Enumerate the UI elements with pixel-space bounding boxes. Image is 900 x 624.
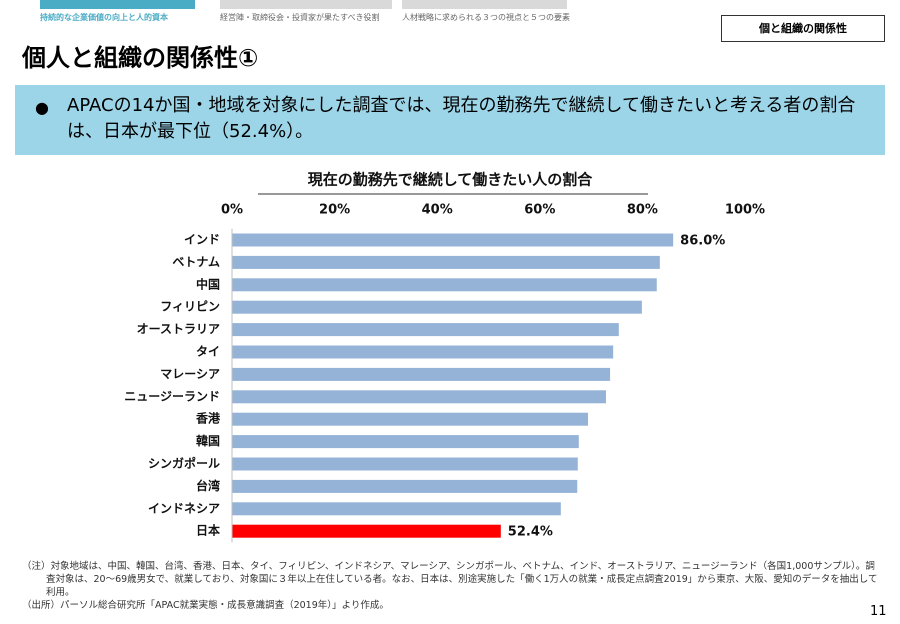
y-tick-label: インドネシア bbox=[148, 501, 220, 515]
x-tick-label: 60% bbox=[524, 203, 555, 218]
bar bbox=[232, 457, 578, 471]
y-tick-label: 香港 bbox=[195, 411, 221, 426]
bar bbox=[232, 524, 501, 538]
summary-box: ● APACの14か国・地域を対象にした調査では、現在の勤務先で継続して働きたいと… bbox=[15, 85, 885, 155]
x-tick-label: 20% bbox=[319, 203, 350, 218]
summary-text: APACの14か国・地域を対象にした調査では、現在の勤務先で継続して働きたいと考… bbox=[67, 95, 856, 142]
bar bbox=[232, 502, 561, 516]
y-tick-label: フィリピン bbox=[160, 300, 220, 314]
y-tick-label: 日本 bbox=[196, 523, 220, 538]
chart-title: 現在の勤務先で継続して働きたい人の割合 bbox=[308, 171, 594, 189]
y-tick-label: 台湾 bbox=[196, 478, 220, 493]
nav-tab[interactable]: 経営陣・取締役会・投資家が果たすべき役割 bbox=[220, 0, 392, 22]
y-tick-label: マレーシア bbox=[160, 367, 220, 381]
bar bbox=[232, 300, 642, 314]
y-tick-label: タイ bbox=[196, 345, 220, 359]
y-tick-label: 韓国 bbox=[196, 433, 220, 448]
bar bbox=[232, 435, 579, 449]
y-tick-label: インド bbox=[184, 233, 220, 247]
bar bbox=[232, 345, 614, 359]
nav-tab-label: 人材戦略に求められる３つの視点と５つの要素 bbox=[402, 13, 570, 22]
nav-tab[interactable]: 人材戦略に求められる３つの視点と５つの要素 bbox=[402, 0, 570, 22]
notes: （注）対象地域は、中国、韓国、台湾、香港、日本、タイ、フィリピン、インドネシア、… bbox=[22, 560, 878, 612]
bar bbox=[232, 367, 611, 381]
y-tick-label: オーストラリア bbox=[137, 322, 220, 336]
nav-tab-label: 持続的な企業価値の向上と人的資本 bbox=[40, 13, 168, 22]
bar bbox=[232, 390, 606, 404]
data-label: 52.4% bbox=[508, 525, 553, 540]
note: （注）対象地域は、中国、韓国、台湾、香港、日本、タイ、フィリピン、インドネシア、… bbox=[22, 561, 878, 598]
bar bbox=[232, 233, 674, 247]
y-tick-label: ベトナム bbox=[172, 255, 220, 269]
chart: 現在の勤務先で継続して働きたい人の割合 0% 20% 40% 60% 80% 100% イン… bbox=[124, 171, 765, 543]
y-tick-label: 中国 bbox=[196, 276, 220, 291]
bar bbox=[232, 255, 660, 269]
y-tick-label: ニュージーランド bbox=[124, 389, 220, 403]
bullet: ● bbox=[35, 98, 49, 117]
x-tick-label: 40% bbox=[422, 203, 453, 218]
y-tick-label: シンガポール bbox=[148, 456, 220, 471]
bar bbox=[232, 323, 619, 337]
data-label: 86.0% bbox=[680, 234, 725, 249]
nav-tab-label: 経営陣・取締役会・投資家が果たすべき役割 bbox=[220, 13, 380, 22]
nav-tab[interactable]: 持続的な企業価値の向上と人的資本 bbox=[40, 0, 195, 22]
bar bbox=[232, 479, 578, 493]
slide-title: 個人と組織の関係性① bbox=[22, 44, 259, 72]
source: （出所）パーソル総合研究所「APAC就業実態・成長意識調査（2019年）」より作… bbox=[22, 600, 389, 611]
bar bbox=[232, 412, 589, 426]
x-tick-label: 100% bbox=[725, 203, 765, 218]
bar bbox=[232, 278, 657, 292]
x-tick-label: 0% bbox=[221, 203, 243, 218]
section-label: 個と組織の関係性 bbox=[721, 15, 885, 42]
x-tick-label: 80% bbox=[627, 203, 658, 218]
page-number: 11 bbox=[870, 604, 887, 619]
